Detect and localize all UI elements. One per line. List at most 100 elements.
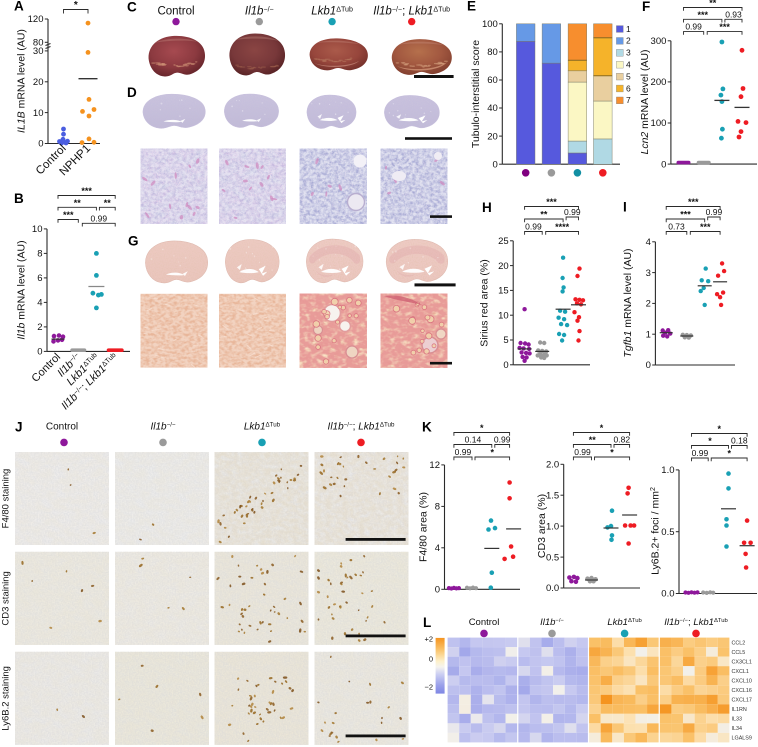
svg-text:0.99: 0.99 (574, 447, 591, 457)
svg-text:20: 20 (498, 261, 509, 272)
svg-text:***: *** (680, 210, 691, 220)
svg-text:0: 0 (38, 139, 43, 150)
svg-text:H: H (482, 200, 492, 215)
svg-text:0: 0 (435, 585, 440, 596)
svg-text:3: 3 (626, 48, 631, 58)
svg-text:120: 120 (28, 14, 44, 25)
svg-text:Lkb1ΔTub​: Lkb1ΔTub​ (607, 617, 642, 628)
svg-text:Il1b−/−​; Lkb1ΔTub​: Il1b−/−​; Lkb1ΔTub​ (373, 5, 450, 17)
svg-text:4: 4 (626, 60, 631, 70)
svg-text:Lkb1ΔTub​: Lkb1ΔTub​ (311, 5, 353, 17)
svg-text:10: 10 (32, 224, 43, 235)
svg-text:20: 20 (487, 131, 498, 142)
svg-text:CX3CL1: CX3CL1 (732, 659, 752, 665)
svg-text:1.0: 1.0 (546, 521, 559, 532)
svg-text:Lkb1ΔTub​: Lkb1ΔTub​ (244, 421, 281, 432)
svg-text:*: * (610, 448, 614, 458)
svg-text:0.82: 0.82 (614, 435, 631, 445)
svg-text:0: 0 (37, 347, 42, 358)
svg-text:***: *** (63, 210, 74, 220)
svg-text:Il1b−/−​; Lkb1ΔTub​: Il1b−/−​; Lkb1ΔTub​ (328, 421, 395, 432)
svg-text:80: 80 (487, 47, 498, 58)
svg-text:E: E (467, 0, 476, 14)
svg-text:0: 0 (646, 360, 651, 371)
svg-text:12: 12 (429, 460, 440, 471)
svg-text:10: 10 (498, 310, 509, 321)
svg-text:Il1b−/−​: Il1b−/−​ (245, 5, 274, 17)
svg-text:Lcn2 mRNA level (AU): Lcn2 mRNA level (AU) (639, 49, 651, 154)
svg-text:LGALS9: LGALS9 (732, 736, 752, 742)
svg-text:IL34: IL34 (732, 726, 743, 732)
svg-text:4: 4 (435, 543, 440, 554)
svg-text:0.99: 0.99 (685, 22, 702, 32)
svg-text:Tgfb1 mRNA level (AU): Tgfb1 mRNA level (AU) (622, 248, 634, 357)
svg-text:**: ** (74, 198, 82, 208)
svg-text:*: * (74, 0, 78, 11)
svg-text:Il1b−/−​; Lkb1ΔTub​: Il1b−/−​; Lkb1ΔTub​ (664, 617, 728, 628)
svg-text:0.99: 0.99 (91, 213, 108, 223)
svg-text:6: 6 (37, 273, 42, 284)
svg-text:IL1RN: IL1RN (732, 707, 747, 713)
svg-text:F4/80 area (%): F4/80 area (%) (418, 492, 430, 562)
svg-text:+2: +2 (424, 635, 433, 644)
svg-text:F: F (642, 0, 650, 14)
svg-text:IL1B mRNA level (AU): IL1B mRNA level (AU) (16, 29, 28, 133)
svg-text:0: 0 (503, 360, 508, 371)
svg-text:60: 60 (487, 75, 498, 86)
svg-text:Control: Control (157, 6, 194, 18)
svg-text:I: I (623, 200, 627, 215)
svg-text:****: **** (555, 222, 570, 232)
svg-text:40: 40 (487, 103, 498, 114)
svg-text:Control: Control (46, 422, 78, 433)
svg-text:100: 100 (482, 19, 498, 30)
svg-text:*: * (491, 448, 495, 458)
svg-text:0.18: 0.18 (731, 436, 748, 446)
svg-text:***: *** (546, 197, 557, 207)
svg-text:CD3 staining: CD3 staining (1, 571, 12, 625)
svg-text:IL33: IL33 (732, 717, 743, 723)
svg-text:CXCL1: CXCL1 (732, 669, 749, 675)
svg-text:300: 300 (651, 36, 667, 47)
svg-text:0: 0 (493, 159, 498, 170)
svg-text:0.99: 0.99 (706, 207, 723, 217)
svg-text:G: G (128, 234, 139, 249)
svg-text:2: 2 (626, 36, 631, 46)
svg-text:C: C (127, 0, 137, 15)
svg-text:0.14: 0.14 (465, 435, 482, 445)
svg-text:2.0: 2.0 (546, 460, 559, 471)
svg-text:CXCL10: CXCL10 (732, 679, 752, 685)
svg-text:***: *** (719, 22, 730, 32)
svg-text:1: 1 (626, 24, 631, 34)
svg-text:5: 5 (503, 335, 508, 346)
svg-text:0.99: 0.99 (692, 448, 709, 458)
svg-text:0.73: 0.73 (668, 222, 685, 232)
svg-text:Il1b−/−​: Il1b−/−​ (150, 421, 175, 432)
svg-text:CCL2: CCL2 (732, 640, 746, 646)
svg-text:0.99: 0.99 (494, 435, 511, 445)
svg-text:**: ** (104, 198, 112, 208)
svg-text:1.5: 1.5 (546, 490, 559, 501)
svg-text:−2: −2 (424, 683, 433, 692)
svg-text:0: 0 (661, 159, 666, 170)
svg-text:Tubulo-interstitial score: Tubulo-interstitial score (470, 40, 482, 148)
svg-text:0.99: 0.99 (564, 207, 581, 217)
svg-text:*: * (480, 423, 484, 433)
svg-text:10: 10 (33, 108, 44, 119)
svg-text:*: * (727, 449, 731, 459)
svg-text:*: * (600, 423, 604, 433)
svg-text:2: 2 (37, 322, 42, 333)
svg-text:30: 30 (33, 46, 44, 57)
svg-text:8: 8 (37, 249, 42, 260)
svg-text:Sirius red area (%): Sirius red area (%) (479, 259, 491, 347)
svg-text:0.0: 0.0 (661, 589, 674, 600)
svg-text:Il1b mRNA level (AU): Il1b mRNA level (AU) (16, 240, 28, 339)
svg-text:CD3 area (%): CD3 area (%) (536, 494, 548, 558)
svg-text:***: *** (688, 197, 699, 207)
svg-text:J: J (15, 420, 23, 435)
svg-text:L: L (423, 615, 431, 630)
svg-text:A: A (14, 0, 24, 14)
svg-text:CCL5: CCL5 (732, 650, 746, 656)
svg-text:0.99: 0.99 (525, 222, 542, 232)
svg-text:CXCL16: CXCL16 (732, 688, 752, 694)
svg-text:200: 200 (651, 77, 667, 88)
